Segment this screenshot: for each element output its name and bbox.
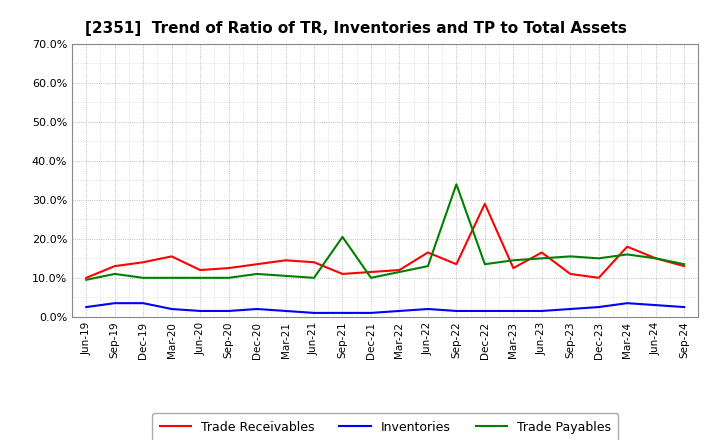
Trade Receivables xyxy=(196,268,204,273)
Trade Receivables xyxy=(253,261,261,267)
Trade Receivables xyxy=(480,201,489,206)
Trade Receivables xyxy=(623,244,631,249)
Inventories xyxy=(225,308,233,314)
Inventories xyxy=(452,308,461,314)
Inventories xyxy=(537,308,546,314)
Inventories xyxy=(167,306,176,312)
Trade Payables xyxy=(566,254,575,259)
Inventories xyxy=(652,302,660,308)
Trade Receivables xyxy=(225,265,233,271)
Trade Payables xyxy=(110,271,119,277)
Inventories xyxy=(338,310,347,315)
Trade Payables xyxy=(82,277,91,282)
Inventories xyxy=(196,308,204,314)
Trade Receivables xyxy=(110,264,119,269)
Inventories xyxy=(509,308,518,314)
Trade Receivables xyxy=(338,271,347,277)
Line: Trade Receivables: Trade Receivables xyxy=(86,204,684,278)
Inventories xyxy=(253,306,261,312)
Trade Payables xyxy=(537,256,546,261)
Inventories xyxy=(366,310,375,315)
Trade Payables xyxy=(395,269,404,275)
Trade Receivables xyxy=(282,258,290,263)
Inventories xyxy=(139,301,148,306)
Trade Payables xyxy=(480,261,489,267)
Trade Receivables xyxy=(509,265,518,271)
Trade Payables xyxy=(196,275,204,280)
Trade Receivables xyxy=(680,264,688,269)
Inventories xyxy=(680,304,688,310)
Trade Payables xyxy=(338,234,347,239)
Inventories xyxy=(282,308,290,314)
Trade Payables xyxy=(225,275,233,280)
Inventories xyxy=(110,301,119,306)
Trade Payables xyxy=(509,258,518,263)
Trade Payables xyxy=(623,252,631,257)
Trade Receivables xyxy=(652,256,660,261)
Line: Inventories: Inventories xyxy=(86,303,684,313)
Trade Payables xyxy=(282,273,290,279)
Trade Receivables xyxy=(310,260,318,265)
Text: [2351]  Trend of Ratio of TR, Inventories and TP to Total Assets: [2351] Trend of Ratio of TR, Inventories… xyxy=(84,21,626,36)
Trade Receivables xyxy=(423,250,432,255)
Inventories xyxy=(310,310,318,315)
Inventories xyxy=(480,308,489,314)
Trade Receivables xyxy=(452,261,461,267)
Trade Receivables xyxy=(366,269,375,275)
Trade Payables xyxy=(452,182,461,187)
Trade Payables xyxy=(139,275,148,280)
Trade Receivables xyxy=(537,250,546,255)
Inventories xyxy=(595,304,603,310)
Trade Payables xyxy=(366,275,375,280)
Inventories xyxy=(395,308,404,314)
Trade Payables xyxy=(595,256,603,261)
Trade Receivables xyxy=(395,268,404,273)
Trade Receivables xyxy=(566,271,575,277)
Trade Receivables xyxy=(167,254,176,259)
Trade Receivables xyxy=(595,275,603,280)
Trade Payables xyxy=(680,261,688,267)
Inventories xyxy=(82,304,91,310)
Inventories xyxy=(423,306,432,312)
Inventories xyxy=(566,306,575,312)
Trade Receivables xyxy=(139,260,148,265)
Trade Receivables xyxy=(82,275,91,280)
Trade Payables xyxy=(253,271,261,277)
Trade Payables xyxy=(310,275,318,280)
Trade Payables xyxy=(423,264,432,269)
Inventories xyxy=(623,301,631,306)
Trade Payables xyxy=(652,256,660,261)
Line: Trade Payables: Trade Payables xyxy=(86,184,684,280)
Trade Payables xyxy=(167,275,176,280)
Legend: Trade Receivables, Inventories, Trade Payables: Trade Receivables, Inventories, Trade Pa… xyxy=(152,414,618,440)
